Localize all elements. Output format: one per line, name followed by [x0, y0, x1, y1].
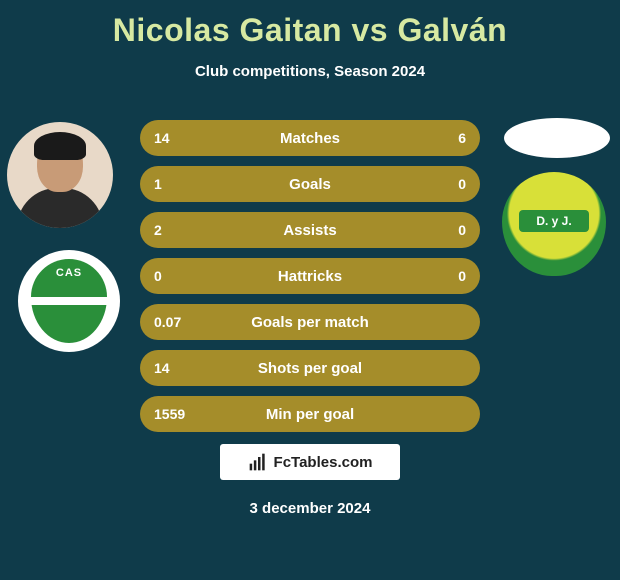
stat-left-value: 2 — [140, 222, 184, 238]
stat-row: 1559 Min per goal — [140, 396, 480, 432]
page-title: Nicolas Gaitan vs Galván — [0, 0, 620, 49]
branding-box: FcTables.com — [220, 444, 400, 480]
stat-row: 1 Goals 0 — [140, 166, 480, 202]
stat-row: 0.07 Goals per match — [140, 304, 480, 340]
stat-right-value: 6 — [436, 130, 480, 146]
stat-left-value: 0.07 — [140, 314, 184, 330]
stat-label: Min per goal — [184, 406, 436, 423]
stat-row: 0 Hattricks 0 — [140, 258, 480, 294]
stat-label: Hattricks — [184, 268, 436, 285]
branding-text: FcTables.com — [274, 454, 373, 471]
stats-table: 14 Matches 6 1 Goals 0 2 Assists 0 0 Hat… — [140, 120, 480, 442]
club-right-badge: D. y J. — [502, 172, 606, 276]
stat-label: Goals per match — [184, 314, 436, 331]
stat-left-value: 14 — [140, 130, 184, 146]
stat-label: Matches — [184, 130, 436, 147]
player-right-placeholder — [504, 118, 610, 158]
stat-left-value: 0 — [140, 268, 184, 284]
stat-right-value: 0 — [436, 222, 480, 238]
subtitle: Club competitions, Season 2024 — [0, 63, 620, 80]
club-left-badge: CAS — [18, 250, 120, 352]
branding-logo-icon — [248, 452, 268, 472]
stat-label: Goals — [184, 176, 436, 193]
stat-right-value: 0 — [436, 268, 480, 284]
club-right-band: D. y J. — [519, 210, 589, 232]
stat-row: 2 Assists 0 — [140, 212, 480, 248]
stat-left-value: 1 — [140, 176, 184, 192]
footer-date: 3 december 2024 — [0, 500, 620, 517]
club-left-initials: CAS — [31, 267, 107, 279]
player-left-photo — [7, 122, 113, 228]
stat-left-value: 1559 — [140, 406, 184, 422]
stat-label: Assists — [184, 222, 436, 239]
stat-right-value: 0 — [436, 176, 480, 192]
stat-label: Shots per goal — [184, 360, 436, 377]
stat-row: 14 Matches 6 — [140, 120, 480, 156]
stat-left-value: 14 — [140, 360, 184, 376]
stat-row: 14 Shots per goal — [140, 350, 480, 386]
